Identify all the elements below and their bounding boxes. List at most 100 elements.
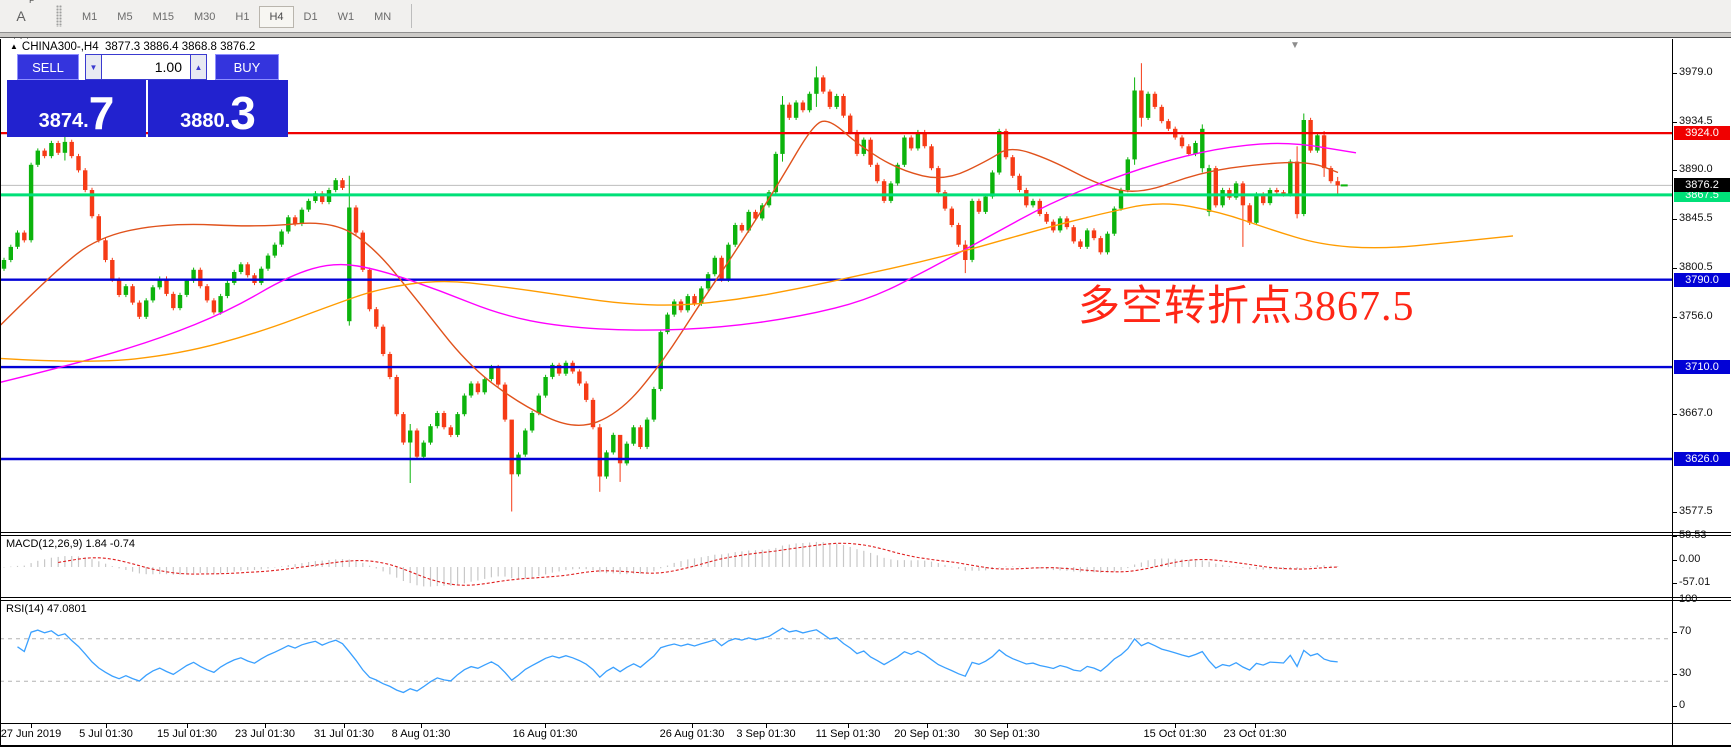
date-tick bbox=[344, 724, 345, 728]
chart-window[interactable]: ▲ CHINA300-,H4 3877.3 3886.4 3868.8 3876.… bbox=[0, 39, 1731, 752]
date-tick bbox=[766, 724, 767, 728]
price-tick bbox=[1673, 219, 1677, 220]
macd-tick-label: 59.53 bbox=[1679, 529, 1707, 541]
rsi-panel-bottom-border bbox=[0, 723, 1731, 724]
price-tick bbox=[1673, 317, 1677, 318]
toolbar-separator bbox=[411, 4, 413, 28]
rsi-tick bbox=[1673, 600, 1677, 601]
price-axis-border bbox=[1672, 39, 1673, 745]
main-panel-bottom-border[interactable] bbox=[0, 532, 1731, 533]
date-label: 5 Jul 01:30 bbox=[79, 728, 133, 740]
price-tick bbox=[1673, 122, 1677, 123]
date-label: 23 Jul 01:30 bbox=[235, 728, 295, 740]
macd-label: MACD(12,26,9) 1.84 -0.74 bbox=[6, 538, 136, 550]
chart-shift-marker-icon[interactable]: ▼ bbox=[1290, 40, 1300, 51]
text-tool-icon[interactable]: A bbox=[16, 8, 26, 24]
macd-tick-label: 0.00 bbox=[1679, 553, 1701, 565]
date-tick bbox=[1007, 724, 1008, 728]
rsi-tick-label: 100 bbox=[1679, 593, 1698, 605]
timeframe-h4-button[interactable]: H4 bbox=[259, 6, 294, 28]
macd-tick bbox=[1673, 560, 1677, 561]
ma-slow bbox=[0, 142, 1357, 384]
price-tick-label: 3890.0 bbox=[1679, 163, 1713, 175]
date-tick bbox=[1175, 724, 1176, 728]
timeframe-m5-button[interactable]: M5 bbox=[117, 11, 133, 23]
date-label: 15 Oct 01:30 bbox=[1143, 728, 1207, 740]
timeframe-h1-button[interactable]: H1 bbox=[235, 11, 250, 23]
pivot-annotation-text[interactable]: 多空转折点3867.5 bbox=[1078, 284, 1415, 330]
price-tick-label: 3934.5 bbox=[1679, 115, 1713, 127]
macd-tick bbox=[1673, 583, 1677, 584]
price-chart-canvas[interactable] bbox=[0, 39, 1672, 532]
buy-price-main: 3880. bbox=[180, 110, 231, 132]
timeframe-w1-button[interactable]: W1 bbox=[337, 11, 355, 23]
pattern-f-tool-icon[interactable]: ▦F bbox=[29, 0, 34, 5]
date-tick bbox=[187, 724, 188, 728]
date-tick bbox=[545, 724, 546, 728]
price-tick bbox=[1673, 73, 1677, 74]
price-tick-label: 3667.0 bbox=[1679, 407, 1713, 419]
date-tick bbox=[927, 724, 928, 728]
price-tick bbox=[1673, 170, 1677, 171]
buy-button[interactable]: BUY bbox=[215, 54, 279, 80]
sell-button[interactable]: SELL bbox=[17, 54, 79, 80]
price-badge-3710.0: 3710.0 bbox=[1674, 360, 1730, 374]
price-badge-3626.0: 3626.0 bbox=[1674, 452, 1730, 466]
price-tick bbox=[1673, 268, 1677, 269]
date-label: 15 Jul 01:30 bbox=[157, 728, 217, 740]
date-tick bbox=[106, 724, 107, 728]
price-tick-label: 3845.5 bbox=[1679, 212, 1713, 224]
volume-increase-button[interactable]: ▲ bbox=[190, 54, 207, 80]
rsi-tick-label: 30 bbox=[1679, 667, 1692, 679]
date-label: 23 Oct 01:30 bbox=[1223, 728, 1287, 740]
date-label: 16 Aug 01:30 bbox=[512, 728, 578, 740]
toolbar-grip-handle[interactable] bbox=[56, 5, 62, 27]
buy-price-big-digit: 3 bbox=[230, 87, 256, 139]
timeframe-m1-button[interactable]: M1 bbox=[82, 11, 98, 23]
chart-left-border bbox=[0, 39, 1, 745]
price-tick bbox=[1673, 414, 1677, 415]
rsi-tick-label: 0 bbox=[1679, 699, 1686, 711]
date-label: 8 Aug 01:30 bbox=[391, 728, 451, 740]
buy-price-panel[interactable]: 3880. 3 bbox=[148, 80, 288, 137]
price-tick-label: 3800.5 bbox=[1679, 261, 1713, 273]
symbol-header: ▲ CHINA300-,H4 3877.3 3886.4 3868.8 3876.… bbox=[10, 41, 255, 53]
date-label: 30 Sep 01:30 bbox=[974, 728, 1040, 740]
window-bottom-border bbox=[0, 745, 1731, 747]
price-tick bbox=[1673, 512, 1677, 513]
rsi-tick-label: 70 bbox=[1679, 625, 1692, 637]
date-label: 27 Jun 2019 bbox=[0, 728, 62, 740]
volume-input[interactable] bbox=[102, 54, 190, 80]
macd-tick bbox=[1673, 536, 1677, 537]
rsi-tick bbox=[1673, 674, 1677, 675]
date-tick bbox=[848, 724, 849, 728]
timeframe-mn-button[interactable]: MN bbox=[374, 11, 392, 23]
macd-panel-bottom-border[interactable] bbox=[0, 597, 1731, 598]
one-click-trading-panel: SELL ▼ ▲ BUY 3874. 7 3880. 3 bbox=[7, 54, 288, 137]
date-label: 31 Jul 01:30 bbox=[314, 728, 374, 740]
rsi-tick bbox=[1673, 632, 1677, 633]
ma-fast bbox=[0, 120, 1339, 426]
timeframe-d1-button[interactable]: D1 bbox=[303, 11, 318, 23]
toolbar-substrip bbox=[0, 33, 1731, 38]
price-badge-3924.0: 3924.0 bbox=[1674, 126, 1730, 140]
volume-decrease-button[interactable]: ▼ bbox=[85, 54, 102, 80]
timeframe-m30-button[interactable]: M30 bbox=[193, 11, 216, 23]
price-badge-3876.2: 3876.2 bbox=[1674, 178, 1730, 192]
collapse-icon[interactable]: ▲ bbox=[10, 42, 18, 51]
macd-tick-label: -57.01 bbox=[1679, 576, 1711, 588]
date-label: 20 Sep 01:30 bbox=[894, 728, 960, 740]
rsi-panel-canvas[interactable] bbox=[0, 601, 1672, 723]
date-tick bbox=[421, 724, 422, 728]
timeframe-m15-button[interactable]: M15 bbox=[152, 11, 174, 23]
price-tick-label: 3979.0 bbox=[1679, 66, 1713, 78]
price-tick-label: 3756.0 bbox=[1679, 310, 1713, 322]
sell-price-panel[interactable]: 3874. 7 bbox=[7, 80, 146, 137]
ma-shifted bbox=[0, 203, 1514, 362]
symbol-ohlc: 3877.3 3886.4 3868.8 3876.2 bbox=[105, 41, 256, 53]
macd-panel-canvas[interactable] bbox=[0, 536, 1672, 597]
date-label: 3 Sep 01:30 bbox=[736, 728, 796, 740]
macd-panel-top-border bbox=[0, 535, 1731, 536]
